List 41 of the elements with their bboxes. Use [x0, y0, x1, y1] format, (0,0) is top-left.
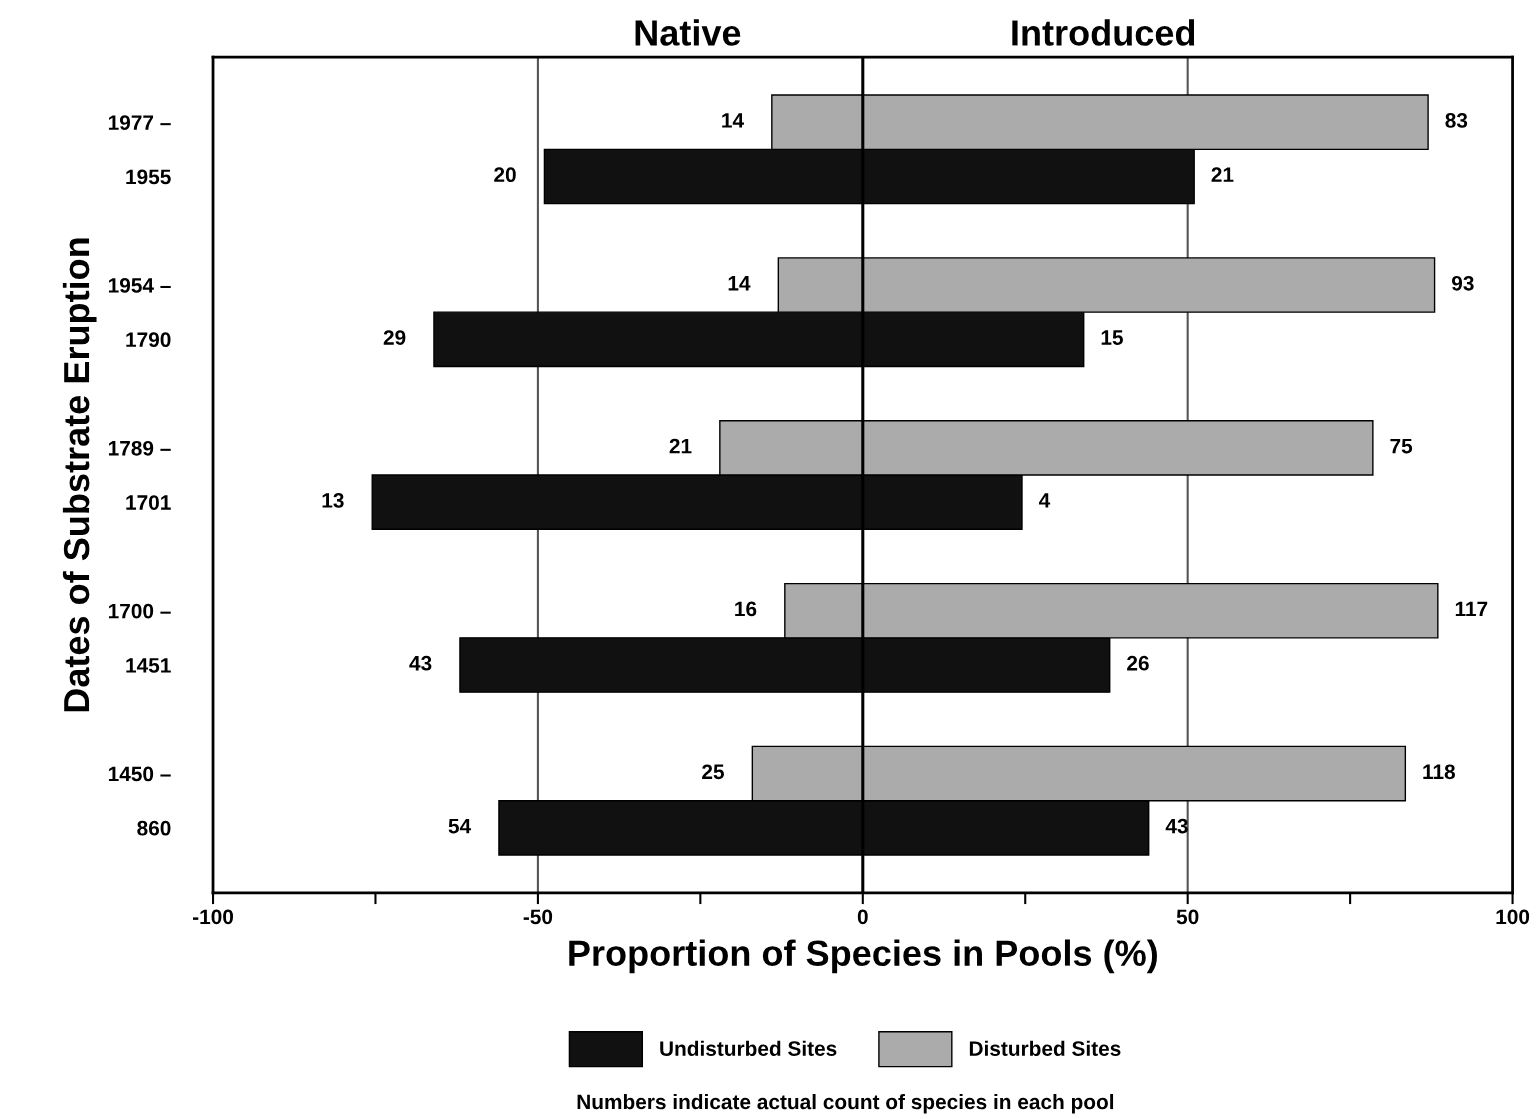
annotation: 54 — [448, 818, 472, 834]
annotation: 29 — [383, 330, 406, 345]
annotation: 21 — [1211, 167, 1234, 182]
y-tick-label: 1955 — [126, 169, 171, 185]
annotation: 16 — [735, 601, 757, 617]
y-tick-label: 1450 – — [108, 766, 171, 782]
legend-label: Disturbed Sites — [969, 1040, 1121, 1056]
y-tick-label: 1451 — [126, 658, 171, 673]
x-axis-title: Proportion of Species in Pools (%) — [569, 939, 1157, 974]
y-tick-label: 1977 – — [108, 115, 171, 130]
y-tick-label: 1790 — [126, 332, 171, 348]
y-tick-label: 1954 – — [108, 278, 171, 293]
annotation: 26 — [1127, 655, 1149, 671]
y-tick-label: 1701 — [126, 495, 171, 510]
annotation: 15 — [1101, 330, 1123, 345]
text: Native — [635, 19, 741, 46]
annotation: 75 — [1390, 438, 1413, 454]
annotation: 118 — [1423, 764, 1455, 780]
text: Introduced — [1012, 19, 1195, 46]
x-tick-label: 50 — [1176, 909, 1199, 925]
annotation: 83 — [1445, 113, 1468, 128]
annotation: 13 — [322, 492, 344, 508]
x-tick-label: 100 — [1496, 909, 1530, 925]
y-tick-label: 860 — [137, 820, 171, 836]
annotation: 93 — [1451, 275, 1474, 291]
x-tick-label: -100 — [193, 909, 234, 925]
y-tick-label: 1789 – — [108, 440, 171, 456]
text: Numbers indicate actual count of species in each pool — [577, 1093, 1114, 1114]
legend-label: Undisturbed Sites — [660, 1040, 837, 1056]
y-axis-title: Dates of Substrate Eruption — [62, 238, 97, 712]
annotation: 20 — [494, 167, 516, 183]
annotation: 25 — [702, 764, 724, 780]
annotation: 43 — [409, 655, 432, 671]
annotation: 21 — [669, 438, 692, 454]
annotation: 117 — [1455, 601, 1488, 617]
annotation: 14 — [722, 113, 744, 128]
x-tick-label: 0 — [857, 909, 868, 925]
x-tick-label: -50 — [523, 909, 553, 925]
annotation: 4 — [1038, 493, 1051, 508]
y-tick-label: 1700 – — [108, 603, 171, 619]
annotation: 14 — [728, 276, 751, 291]
